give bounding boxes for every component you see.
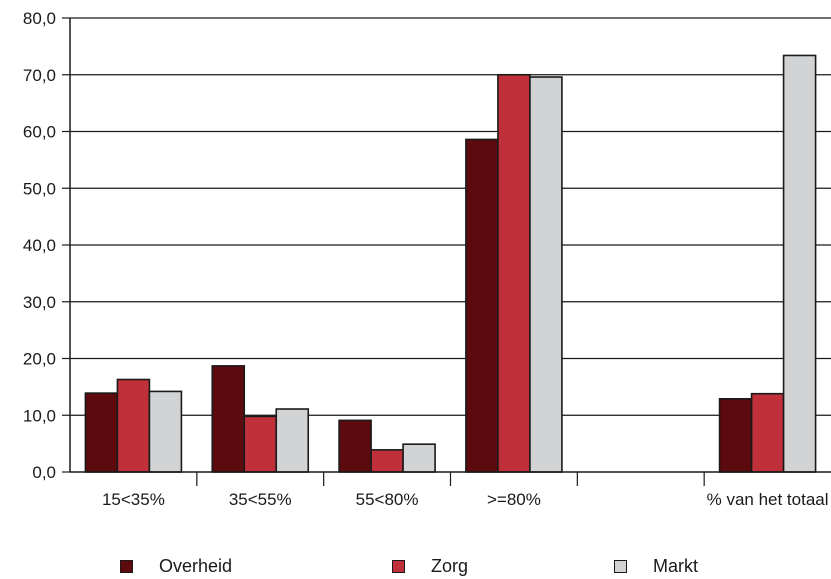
bar-zorg	[243, 415, 278, 473]
bar-overheid	[84, 392, 119, 473]
gridlines	[70, 17, 831, 416]
bar-markt	[782, 54, 817, 473]
bar-markt	[402, 443, 436, 473]
legend-item-markt: Markt	[614, 556, 698, 577]
legend-item-zorg: Zorg	[392, 556, 468, 577]
x-category-label: % van het totaal	[707, 490, 829, 509]
bar-overheid	[211, 365, 246, 473]
bars	[84, 54, 817, 473]
legend-item-overheid: Overheid	[120, 556, 232, 577]
y-tick-labels: 0,0 10,0 20,0 30,0 40,0 50,0 60,0 70,0 80,0	[23, 9, 56, 482]
bar-markt	[148, 390, 183, 473]
x-category-label: 55<80%	[356, 490, 419, 509]
bar-overheid	[465, 138, 499, 473]
x-category-label: >=80%	[487, 490, 541, 509]
legend-label-markt: Markt	[653, 556, 698, 576]
x-category-label: 35<55%	[229, 490, 292, 509]
x-category-label: 15<35%	[102, 490, 165, 509]
y-tick-label: 30,0	[23, 293, 56, 312]
y-tick-label: 50,0	[23, 179, 56, 198]
x-category-labels: 15<35% 35<55% 55<80% >=80% % van het totaal	[102, 490, 829, 509]
bar-markt	[275, 408, 310, 473]
bar-zorg	[370, 449, 404, 473]
bar-zorg	[116, 378, 151, 473]
y-tick-label: 70,0	[23, 66, 56, 85]
legend: Overheid Zorg Markt	[0, 556, 831, 578]
bar-markt	[529, 76, 563, 473]
y-tick-label: 80,0	[23, 9, 56, 28]
legend-swatch-markt	[614, 560, 627, 573]
legend-label-overheid: Overheid	[159, 556, 233, 576]
y-tick-label: 40,0	[23, 236, 56, 255]
axes	[62, 17, 831, 486]
y-tick-label: 0,0	[32, 463, 56, 482]
y-tick-label: 10,0	[23, 406, 56, 425]
y-tick-label: 60,0	[23, 123, 56, 142]
bar-overheid	[718, 397, 753, 473]
legend-swatch-overheid	[120, 560, 133, 573]
legend-label-zorg: Zorg	[431, 556, 469, 576]
bar-zorg	[750, 392, 785, 473]
bar-zorg	[497, 73, 531, 473]
bar-overheid	[338, 419, 372, 473]
y-tick-label: 20,0	[23, 350, 56, 369]
legend-swatch-zorg	[392, 560, 405, 573]
